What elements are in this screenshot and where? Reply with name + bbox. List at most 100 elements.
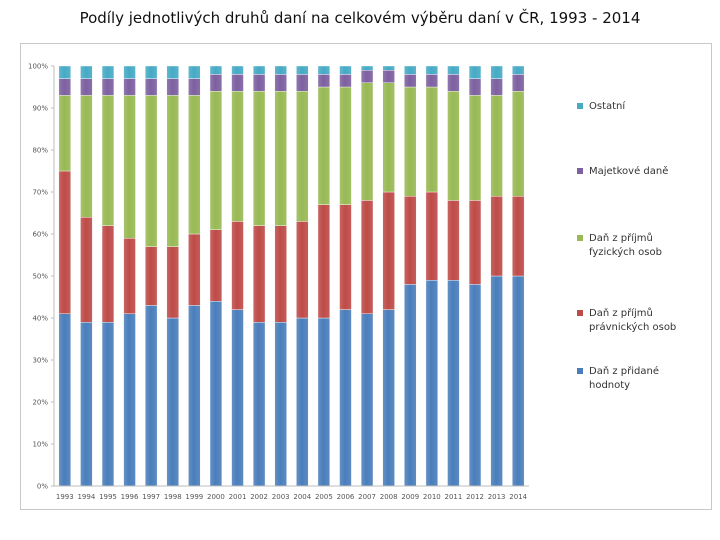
bar-segment	[252, 74, 266, 92]
bar-segment	[339, 65, 352, 75]
y-tick-label: 0%	[37, 483, 48, 491]
bar-segment	[468, 95, 482, 201]
legend-label: Majetkové daně	[589, 165, 668, 177]
bar-segment	[468, 284, 482, 487]
bar-segment	[188, 233, 201, 306]
bar-segment	[296, 317, 309, 487]
x-tick-label: 1994	[77, 493, 95, 501]
bar-segment	[447, 91, 460, 201]
legend-label: právnických osob	[589, 321, 676, 333]
bar-segment	[382, 65, 395, 71]
y-tick-label: 50%	[32, 273, 48, 281]
bar-segment	[101, 225, 115, 323]
bar-segment	[447, 65, 460, 75]
x-tick-label: 2000	[207, 493, 225, 501]
bar-segment	[468, 65, 482, 79]
bar-segment	[339, 309, 352, 487]
bar-segment	[101, 65, 115, 79]
x-tick-label: 2004	[293, 493, 311, 501]
bar-segment	[360, 65, 374, 71]
bar-segment	[425, 191, 438, 281]
x-tick-label: 2011	[445, 493, 463, 501]
bar-segment	[317, 204, 331, 319]
bar-segment	[274, 322, 287, 487]
x-tick-label: 1997	[142, 493, 160, 501]
bar-segment	[339, 74, 352, 88]
bar-segment	[58, 170, 71, 315]
legend-swatch	[577, 235, 583, 241]
bar-segment	[209, 91, 223, 231]
bar-segment	[274, 91, 287, 226]
x-tick-label: 2014	[509, 493, 527, 501]
legend-swatch	[577, 368, 583, 374]
bar-segment	[360, 200, 374, 314]
x-tick-label: 2005	[315, 493, 333, 501]
legend-swatch	[577, 103, 583, 109]
bar-segment	[145, 95, 158, 247]
bar-segment	[252, 322, 266, 487]
bar-segment	[490, 195, 503, 277]
bar-segment	[252, 225, 266, 323]
bar-segment	[447, 200, 460, 281]
x-tick-label: 1998	[164, 493, 182, 501]
y-tick-label: 40%	[32, 315, 48, 323]
bar-segment	[317, 74, 331, 88]
bar-segment	[382, 191, 395, 310]
bar-segment	[468, 200, 482, 285]
bar-segment	[80, 216, 93, 323]
x-tick-label: 2003	[272, 493, 290, 501]
bar-segment	[425, 86, 438, 193]
bar-segment	[231, 309, 244, 487]
bar-segment	[339, 86, 352, 205]
bar-segment	[209, 74, 223, 92]
bar-segment	[188, 305, 201, 487]
legend-swatch	[577, 310, 583, 316]
bar-segment	[166, 65, 179, 79]
bar-segment	[58, 78, 71, 96]
bar-segment	[166, 95, 179, 247]
bar-segment	[360, 82, 374, 201]
bar-segment	[123, 65, 136, 79]
bar-segment	[80, 322, 93, 487]
legend-swatch	[577, 168, 583, 174]
bar-segment	[274, 65, 287, 75]
bar-segment	[58, 65, 71, 79]
bar-segment	[404, 86, 417, 197]
bar-segment	[512, 195, 525, 277]
bar-segment	[123, 237, 136, 314]
x-tick-label: 1999	[185, 493, 203, 501]
bar-segment	[274, 74, 287, 92]
x-tick-label: 1996	[121, 493, 139, 501]
bar-segment	[447, 279, 460, 487]
stacked-bar-chart: 0%10%20%30%40%50%60%70%80%90%100% 1993 19…	[28, 63, 676, 502]
bar-segment	[188, 78, 201, 96]
x-tick-label: 2002	[250, 493, 268, 501]
bar-segment	[425, 65, 438, 75]
bar-segment	[339, 204, 352, 310]
slide-title: Podíly jednotlivých druhů daní na celkov…	[79, 9, 641, 27]
bar-segment	[123, 95, 136, 239]
y-tick-label: 10%	[32, 441, 48, 449]
y-tick-label: 70%	[32, 189, 48, 197]
bar-segment	[166, 246, 179, 319]
bar-segment	[425, 279, 438, 487]
y-tick-label: 20%	[32, 399, 48, 407]
bar-segment	[231, 91, 244, 222]
bar-segment	[274, 225, 287, 323]
bar-segment	[101, 322, 115, 487]
bar-segment	[231, 65, 244, 75]
bar-segment	[296, 74, 309, 92]
y-tick-label: 60%	[32, 231, 48, 239]
bar-segment	[80, 95, 93, 218]
bar-segment	[512, 275, 525, 487]
bar-segment	[512, 91, 525, 197]
bar-segment	[145, 305, 158, 487]
bar-segment	[404, 195, 417, 285]
bar-segment	[145, 78, 158, 96]
bar-segment	[404, 284, 417, 487]
bar-segment	[58, 313, 71, 487]
bar-segment	[425, 74, 438, 88]
legend-label: hodnoty	[589, 380, 630, 391]
x-tick-label: 2010	[423, 493, 441, 501]
x-axis: 1993 1994 1995 1996 1997 1998 1999 2000 2001 2002…	[54, 485, 529, 501]
